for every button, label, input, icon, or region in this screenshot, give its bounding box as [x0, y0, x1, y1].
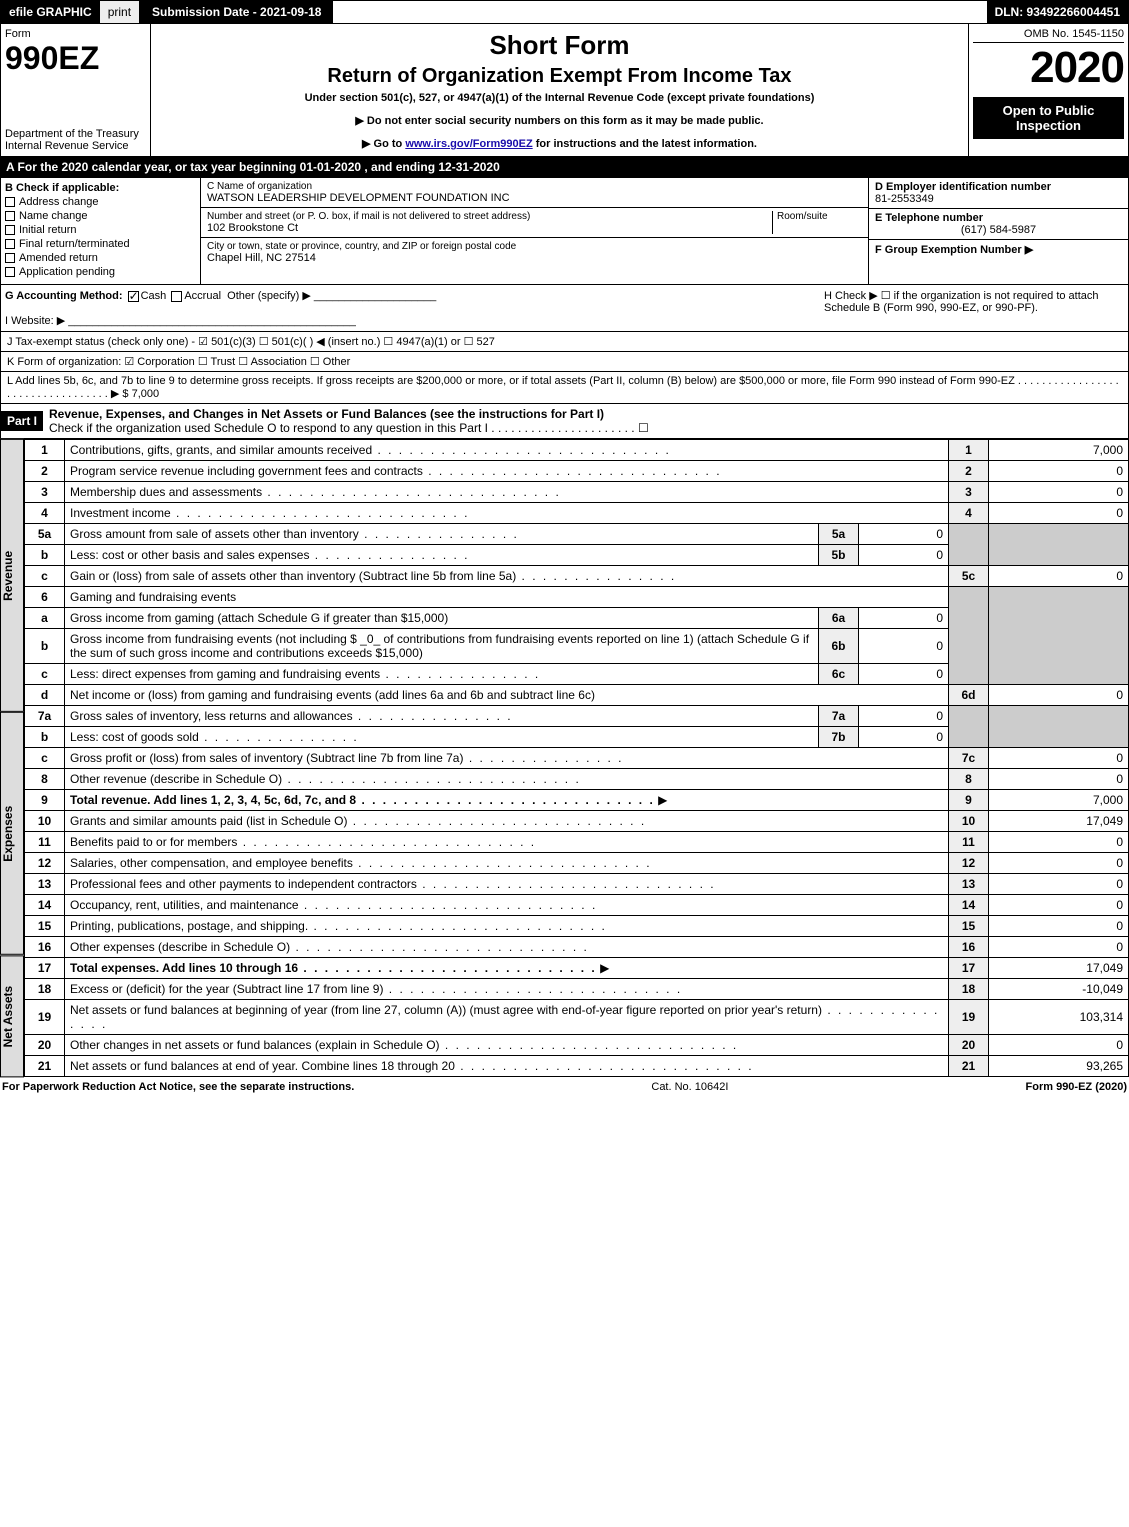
- row-j: J Tax-exempt status (check only one) - ☑…: [0, 332, 1129, 352]
- instructions-link-line: ▶ Go to www.irs.gov/Form990EZ for instru…: [157, 137, 962, 150]
- dept-label: Department of the Treasury Internal Reve…: [5, 128, 146, 152]
- part1-check: Check if the organization used Schedule …: [49, 421, 649, 435]
- street-label: Number and street (or P. O. box, if mail…: [207, 211, 772, 222]
- box-f-label: F Group Exemption Number ▶: [875, 244, 1033, 256]
- chk-accrual[interactable]: [171, 291, 182, 302]
- efile-label: efile GRAPHIC: [1, 1, 100, 23]
- ein-value: 81-2553349: [875, 193, 934, 205]
- chk-initial-return[interactable]: Initial return: [5, 224, 196, 236]
- city-value: Chapel Hill, NC 27514: [207, 252, 862, 264]
- form-id: Form 990-EZ (2020): [1026, 1081, 1127, 1093]
- warning-ssn: ▶ Do not enter social security numbers o…: [157, 114, 962, 127]
- page-footer: For Paperwork Reduction Act Notice, see …: [0, 1077, 1129, 1097]
- tax-year: 2020: [973, 43, 1124, 93]
- open-to-public: Open to Public Inspection: [973, 97, 1124, 139]
- side-netassets: Net Assets: [0, 955, 24, 1077]
- chk-application-pending[interactable]: Application pending: [5, 266, 196, 278]
- row-l: L Add lines 5b, 6c, and 7b to line 9 to …: [0, 372, 1129, 404]
- goto-post: for instructions and the latest informat…: [533, 138, 757, 150]
- org-name: WATSON LEADERSHIP DEVELOPMENT FOUNDATION…: [207, 192, 862, 204]
- row-g-h: G Accounting Method: Cash Accrual Other …: [0, 285, 1129, 332]
- form-number: 990EZ: [5, 40, 146, 77]
- print-button[interactable]: print: [100, 1, 140, 23]
- irs-link[interactable]: www.irs.gov/Form990EZ: [405, 138, 532, 150]
- box-b: B Check if applicable: Address change Na…: [1, 178, 201, 284]
- box-c-label: C Name of organization: [207, 181, 862, 192]
- box-c: C Name of organization WATSON LEADERSHIP…: [201, 178, 868, 284]
- subtitle-section: Under section 501(c), 527, or 4947(a)(1)…: [157, 92, 962, 104]
- room-suite-label: Room/suite: [772, 211, 862, 234]
- form-word: Form: [5, 28, 146, 40]
- part1-title: Revenue, Expenses, and Changes in Net As…: [49, 407, 604, 421]
- side-expenses: Expenses: [0, 712, 24, 955]
- dln-label: DLN: 93492266004451: [987, 1, 1128, 23]
- phone-value: (617) 584-5987: [875, 224, 1122, 236]
- boxes-def: D Employer identification number 81-2553…: [868, 178, 1128, 284]
- submission-date: Submission Date - 2021-09-18: [140, 1, 333, 23]
- tax-period-bar: A For the 2020 calendar year, or tax yea…: [0, 157, 1129, 177]
- part1-bar: Part I: [1, 411, 43, 431]
- chk-address-change[interactable]: Address change: [5, 196, 196, 208]
- form-header: Form 990EZ Department of the Treasury In…: [0, 24, 1129, 157]
- cat-no: Cat. No. 10642I: [354, 1081, 1025, 1093]
- header-right: OMB No. 1545-1150 2020 Open to Public In…: [968, 24, 1128, 156]
- row-g-label: G Accounting Method:: [5, 290, 123, 302]
- side-revenue: Revenue: [0, 439, 24, 712]
- chk-final-return[interactable]: Final return/terminated: [5, 238, 196, 250]
- box-b-title: B Check if applicable:: [5, 182, 119, 194]
- street-value: 102 Brookstone Ct: [207, 222, 772, 234]
- chk-name-change[interactable]: Name change: [5, 210, 196, 222]
- chk-cash[interactable]: [128, 291, 139, 302]
- city-label: City or town, state or province, country…: [207, 241, 862, 252]
- part1-header: Part I Revenue, Expenses, and Changes in…: [0, 404, 1129, 439]
- header-left: Form 990EZ Department of the Treasury In…: [1, 24, 151, 156]
- box-d-label: D Employer identification number: [875, 181, 1051, 193]
- row-k: K Form of organization: ☑ Corporation ☐ …: [0, 352, 1129, 372]
- box-e-label: E Telephone number: [875, 212, 983, 224]
- part1-table: 1Contributions, gifts, grants, and simil…: [24, 439, 1129, 1077]
- row-i: I Website: ▶: [5, 315, 65, 327]
- paperwork-notice: For Paperwork Reduction Act Notice, see …: [2, 1081, 354, 1093]
- title-short-form: Short Form: [157, 30, 962, 61]
- title-return: Return of Organization Exempt From Incom…: [157, 65, 962, 88]
- row-h: H Check ▶ ☐ if the organization is not r…: [824, 289, 1124, 327]
- top-bar: efile GRAPHIC print Submission Date - 20…: [0, 0, 1129, 24]
- omb-number: OMB No. 1545-1150: [973, 28, 1124, 43]
- org-info-grid: B Check if applicable: Address change Na…: [0, 177, 1129, 285]
- goto-pre: ▶ Go to: [362, 138, 405, 150]
- chk-amended-return[interactable]: Amended return: [5, 252, 196, 264]
- header-mid: Short Form Return of Organization Exempt…: [151, 24, 968, 156]
